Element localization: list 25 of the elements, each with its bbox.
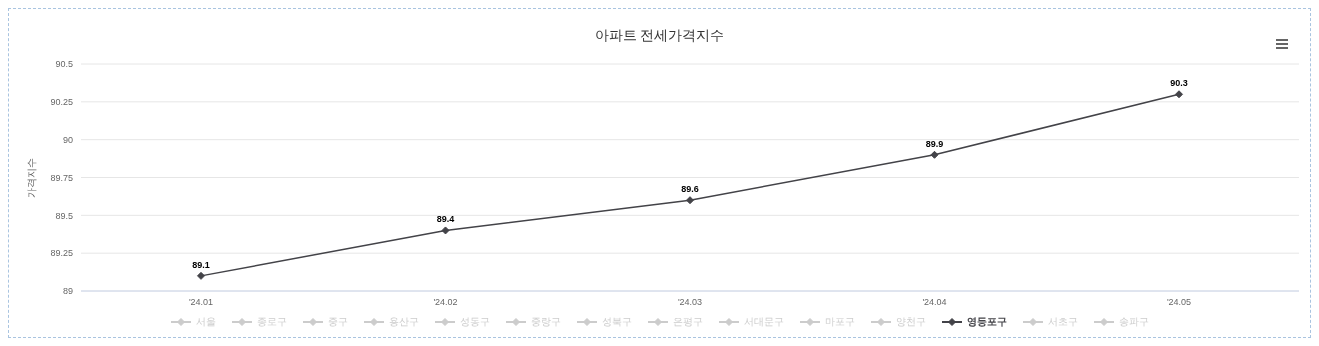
point	[441, 226, 450, 235]
data-label: 89.1	[192, 259, 210, 270]
y-tick-label: 90	[62, 134, 73, 145]
legend-label: 영등포구	[966, 315, 1007, 329]
point	[686, 196, 694, 205]
y-tick-label: 90.25	[50, 97, 73, 108]
x-tick-label: '24.05	[1166, 297, 1192, 308]
data-label: 90.3	[1170, 78, 1188, 89]
y-tick-label: 89	[62, 286, 73, 297]
x-tick-label: '24.02	[433, 297, 458, 308]
x-tick-label: '24.04	[922, 297, 947, 308]
y-axis-title: 가격지수	[25, 157, 37, 198]
point	[930, 150, 939, 159]
point	[197, 271, 205, 280]
x-tick-label: '24.01	[188, 297, 214, 308]
point	[1175, 90, 1183, 99]
y-tick-label: 89.25	[50, 248, 73, 259]
y-tick-label: 89.5	[55, 210, 73, 221]
y-tick-label: 90.5	[55, 59, 73, 70]
data-label: 89.6	[681, 184, 699, 195]
x-tick-label: '24.03	[677, 297, 703, 308]
chart-title: 아파트 전세가격지수	[593, 27, 726, 45]
y-tick-label: 89.75	[50, 172, 73, 183]
data-label: 89.9	[925, 138, 944, 149]
data-label: 89.4	[436, 214, 455, 225]
